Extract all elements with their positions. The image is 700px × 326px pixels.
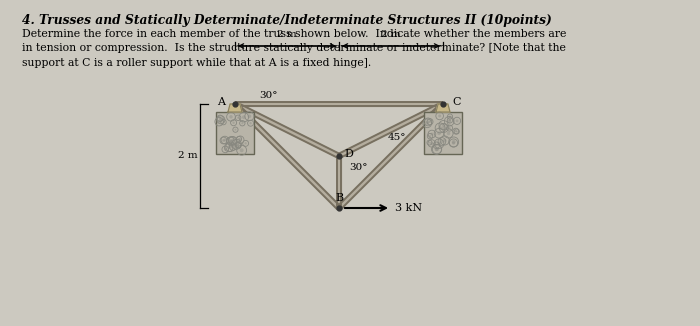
Circle shape (426, 120, 430, 124)
Polygon shape (436, 104, 450, 112)
Circle shape (230, 140, 233, 143)
Text: B: B (335, 193, 343, 203)
Circle shape (428, 141, 430, 143)
Circle shape (241, 122, 244, 124)
Circle shape (435, 144, 438, 147)
Text: Determine the force in each member of the truss shown below.  Indicate whether t: Determine the force in each member of th… (22, 29, 566, 68)
Circle shape (230, 115, 232, 119)
Polygon shape (337, 156, 341, 208)
Circle shape (219, 117, 221, 120)
Circle shape (456, 119, 458, 122)
Polygon shape (234, 102, 340, 158)
Polygon shape (228, 104, 242, 112)
Circle shape (239, 138, 241, 141)
Text: 30°: 30° (259, 91, 277, 100)
Circle shape (242, 115, 246, 119)
Circle shape (437, 131, 441, 135)
Circle shape (440, 140, 444, 143)
Circle shape (237, 117, 239, 119)
Circle shape (426, 122, 429, 125)
Bar (216, 112, 254, 154)
Circle shape (244, 142, 247, 144)
Circle shape (218, 120, 221, 123)
Circle shape (249, 122, 252, 125)
Circle shape (438, 142, 441, 146)
Circle shape (234, 129, 237, 131)
Circle shape (223, 139, 226, 141)
Circle shape (452, 141, 455, 145)
Text: 45°: 45° (388, 133, 407, 142)
Circle shape (442, 123, 445, 127)
Circle shape (442, 126, 446, 130)
Circle shape (223, 121, 225, 123)
Circle shape (435, 147, 439, 151)
Circle shape (232, 122, 234, 124)
Circle shape (238, 138, 240, 140)
Circle shape (449, 115, 451, 118)
Circle shape (227, 146, 230, 149)
Text: 3 kN: 3 kN (395, 203, 422, 213)
Circle shape (248, 114, 251, 118)
Text: 4. Trusses and Statically Determinate/Indeterminate Structures II (10points): 4. Trusses and Statically Determinate/In… (22, 14, 552, 27)
Circle shape (435, 147, 438, 151)
Circle shape (222, 139, 225, 142)
Text: 2 m: 2 m (277, 30, 297, 39)
Circle shape (438, 114, 441, 117)
Circle shape (449, 127, 451, 129)
Text: 30°: 30° (349, 163, 368, 172)
Circle shape (231, 139, 234, 142)
Text: 2 m: 2 m (178, 152, 198, 160)
Circle shape (237, 144, 239, 147)
Polygon shape (235, 102, 443, 106)
Circle shape (430, 142, 433, 145)
Circle shape (447, 132, 450, 135)
Circle shape (224, 148, 227, 151)
Polygon shape (338, 102, 444, 158)
Circle shape (430, 133, 433, 136)
Circle shape (454, 130, 457, 132)
Polygon shape (233, 102, 341, 210)
Text: D: D (344, 149, 354, 159)
Circle shape (429, 121, 431, 123)
Circle shape (234, 142, 239, 146)
Circle shape (452, 140, 456, 144)
Text: A: A (217, 97, 225, 107)
Text: 2 m: 2 m (382, 30, 401, 39)
Circle shape (456, 130, 458, 133)
Circle shape (229, 139, 232, 142)
Circle shape (229, 145, 232, 149)
Circle shape (438, 126, 442, 130)
Circle shape (447, 119, 451, 123)
Polygon shape (337, 102, 444, 210)
Circle shape (239, 148, 244, 152)
Circle shape (429, 135, 431, 137)
Circle shape (443, 139, 447, 142)
Bar (424, 112, 462, 154)
Circle shape (449, 119, 451, 121)
Circle shape (237, 144, 239, 146)
Circle shape (219, 118, 223, 121)
Text: C: C (453, 97, 461, 107)
Circle shape (232, 145, 235, 148)
